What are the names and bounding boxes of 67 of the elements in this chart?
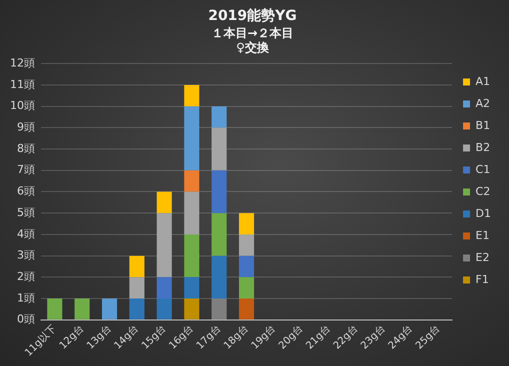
x-tick-label: 15g台 — [139, 322, 168, 352]
legend-label: A1 — [476, 74, 490, 88]
legend-label: B2 — [476, 140, 490, 154]
bar — [129, 277, 144, 299]
bar — [47, 298, 62, 320]
legend-label: B1 — [476, 118, 490, 132]
legend-label: A2 — [476, 96, 490, 110]
y-tick-label: 11頭 — [10, 78, 35, 91]
bar — [184, 277, 200, 299]
bar — [238, 298, 254, 320]
bar — [184, 298, 200, 320]
bar — [212, 213, 227, 256]
chart-subtitle: １本目→２本目 ♀交換 — [211, 26, 294, 55]
bar — [156, 213, 172, 278]
y-tick-label: 4頭 — [16, 227, 35, 240]
y-tick-label: 2頭 — [16, 270, 35, 284]
bar — [184, 106, 200, 170]
legend-label: C2 — [476, 184, 490, 198]
x-tick-label: 13g台 — [84, 322, 114, 352]
x-tick-label: 18g台 — [221, 322, 250, 352]
bar — [212, 298, 227, 320]
x-tick-label: 21g台 — [304, 322, 333, 352]
y-tick-label: 6頭 — [16, 184, 35, 198]
legend-label: D1 — [476, 206, 491, 220]
y-tick-label: 3頭 — [16, 248, 35, 262]
x-tick-label: 16g台 — [166, 322, 196, 352]
y-tick-label: 8頭 — [16, 142, 35, 155]
bar — [74, 298, 90, 320]
bar — [184, 192, 200, 234]
bar — [102, 298, 118, 320]
bar — [184, 234, 200, 278]
bar — [156, 277, 172, 299]
y-tick-label: 5頭 — [16, 206, 35, 219]
x-tick-label: 25g台 — [413, 322, 442, 352]
bar — [156, 192, 172, 214]
bar — [212, 170, 227, 214]
x-tick-label: 23g台 — [358, 322, 388, 352]
x-tick-label: 20g台 — [276, 322, 306, 352]
legend-label: F1 — [476, 272, 489, 286]
x-tick-label: 14g台 — [112, 322, 141, 352]
y-tick-label: 0頭 — [16, 312, 35, 326]
chart-title: 2019能勢YG — [208, 8, 297, 24]
x-tick-label: 17g台 — [194, 322, 224, 352]
legend-label: C1 — [476, 162, 490, 176]
y-tick-label: 12頭 — [10, 56, 35, 70]
bar — [212, 128, 227, 170]
legend-label: E2 — [476, 250, 490, 264]
bar — [129, 256, 144, 278]
x-tick-label: 22g台 — [331, 322, 360, 352]
bar — [238, 213, 254, 234]
y-tick-label: 9頭 — [16, 120, 35, 134]
bar — [212, 106, 227, 128]
bar — [129, 298, 144, 320]
y-tick-label: 1頭 — [16, 291, 35, 304]
bar — [184, 170, 200, 192]
bar — [238, 277, 254, 299]
y-tick-label: 7頭 — [16, 163, 35, 176]
x-tick-label: 12g台 — [57, 322, 86, 352]
y-tick-label: 10頭 — [10, 99, 35, 112]
bar — [238, 256, 254, 278]
bar — [184, 84, 200, 106]
bar — [156, 298, 172, 320]
x-tick-label: 19g台 — [248, 322, 278, 352]
bar — [238, 234, 254, 256]
bar — [212, 256, 227, 299]
legend-label: E1 — [476, 228, 490, 242]
x-tick-label: 24g台 — [386, 322, 415, 352]
